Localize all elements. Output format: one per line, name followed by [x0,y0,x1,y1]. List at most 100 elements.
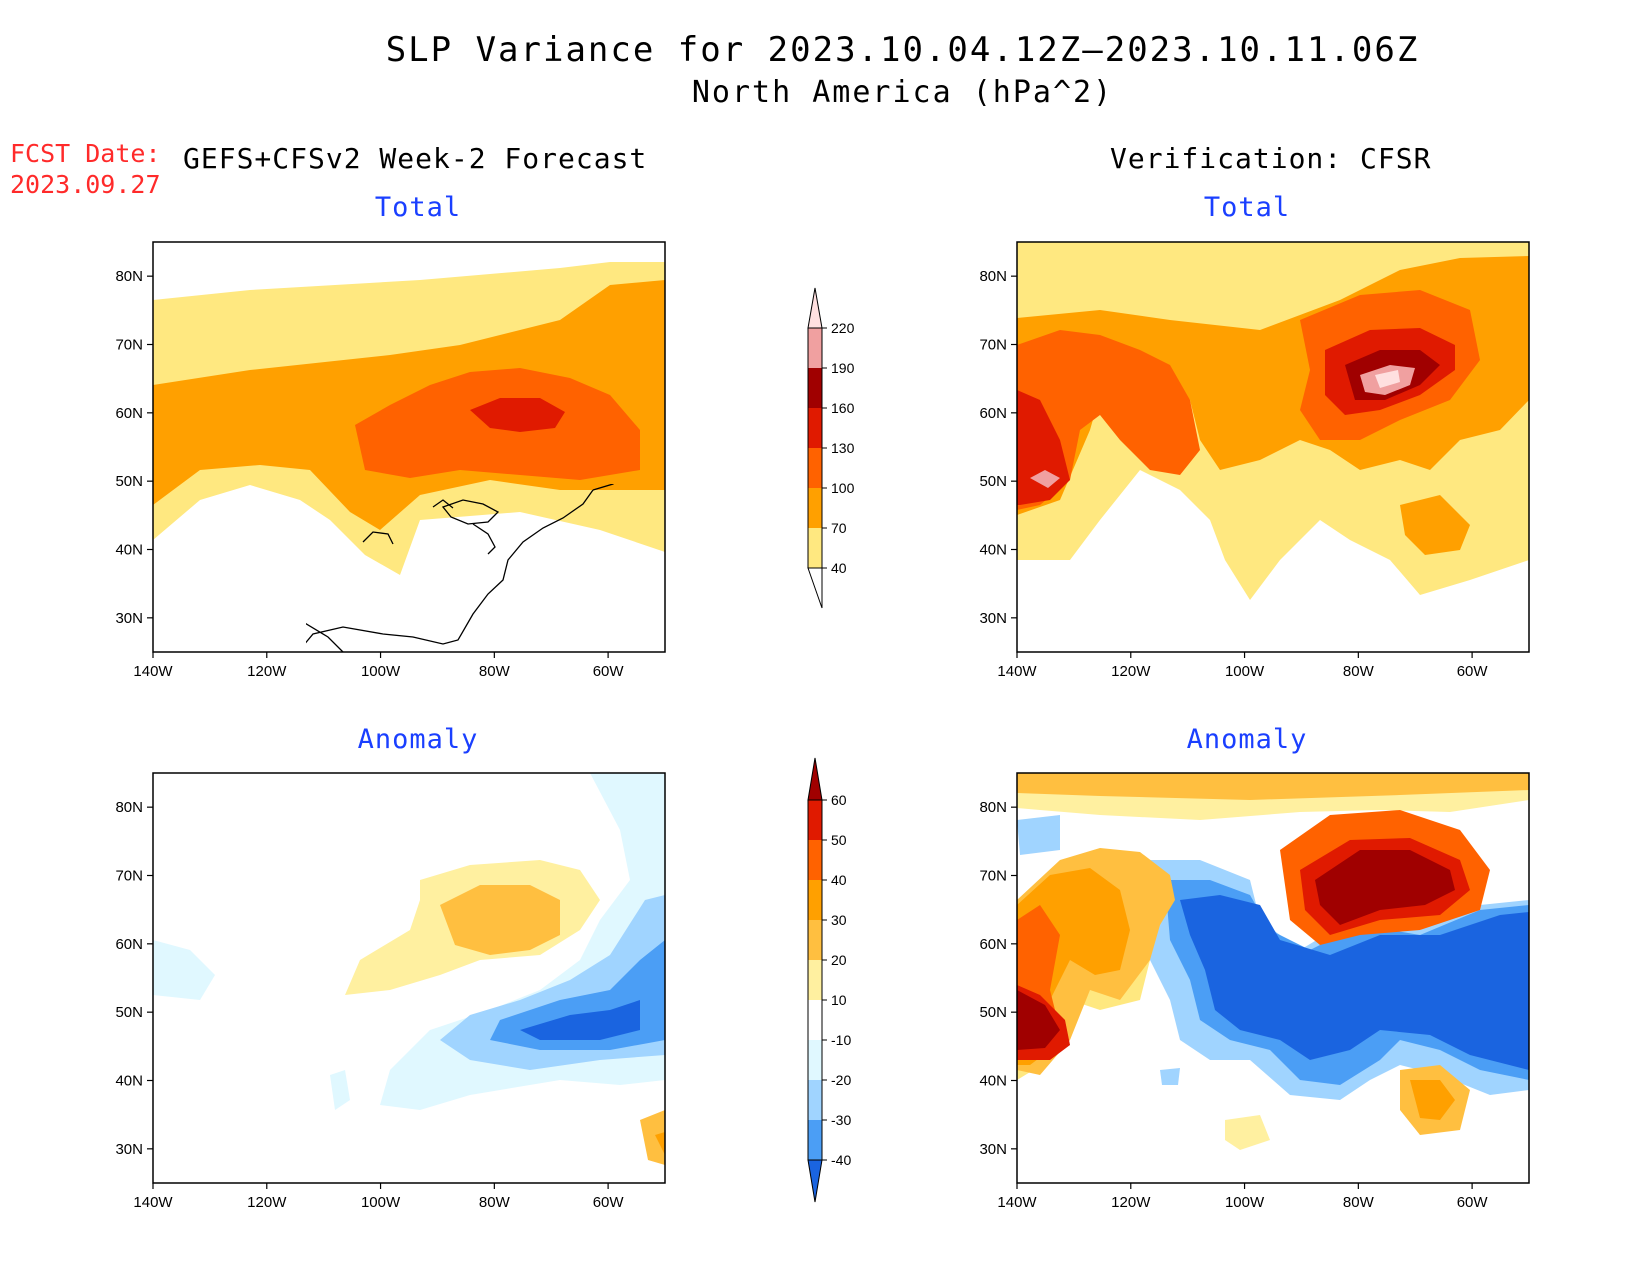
lat-tick-label: 40N [115,542,143,559]
verification-anomaly-title: Anomaly [1186,724,1308,755]
forecast-date-block: FCST Date: 2023.09.27 [10,138,161,200]
colorbar-swatch [808,800,822,840]
colorbar-level-label: 40 [831,872,847,888]
lat-tick-label: 50N [979,473,1007,490]
anomaly-colorbar: 60 50 40 30 20 10 -10 -20 -30 -40 [807,757,851,1203]
lon-tick-label: 60W [593,663,625,680]
verification-total-map [1016,241,1530,653]
lat-tick-label: 60N [979,405,1007,422]
total-colorbar: 40 70 100 130 160 190 220 [807,287,855,609]
colorbar-upper-extension [807,287,823,329]
lat-tick-label: 50N [115,1004,143,1021]
lat-tick-label: 80N [979,268,1007,285]
colorbar-level-label: -30 [831,1112,851,1128]
lon-tick-label: 100W [361,663,401,680]
colorbar-upper-extension [807,757,823,801]
colorbar-swatch [808,920,822,960]
colorbar-level-label: 70 [831,520,847,536]
lat-tick-label: 70N [115,337,143,354]
lon-tick-label: 80W [479,663,511,680]
axes-layer: 140W 120W 100W 80W 60W 80N 70N 60N 50N 40N 30N 140W… [115,268,1488,1211]
colorbar-level-label: -40 [831,1152,851,1168]
colorbar-swatch [808,328,822,368]
forecast-date-label: FCST Date: [10,139,161,168]
colorbar-level-label: 10 [831,992,847,1008]
lon-tick-label: 120W [247,663,287,680]
lon-tick-label: 100W [1225,1194,1265,1211]
lat-tick-label: 50N [979,1004,1007,1021]
lat-tick-label: 60N [979,936,1007,953]
colorbar-level-label: 60 [831,792,847,808]
lat-tick-label: 40N [979,1073,1007,1090]
lon-tick-label: 140W [133,663,173,680]
lon-tick-label: 140W [997,663,1037,680]
forecast-anomaly-map [152,772,666,1184]
lat-tick-label: 30N [115,1141,143,1158]
colorbar-swatch [808,1000,822,1040]
colorbar-level-label: 130 [831,440,855,456]
lat-tick-label: 30N [979,610,1007,627]
colorbar-swatch [808,368,822,408]
lat-tick-label: 60N [115,936,143,953]
colorbar-swatch [808,448,822,488]
chart-subtitle: North America (hPa^2) [691,75,1114,110]
colorbar-swatch [808,488,822,528]
lon-tick-label: 120W [1111,1194,1151,1211]
colorbar-lower-extension [807,567,823,609]
colorbar-swatch [808,528,822,568]
colorbar-swatch [808,1080,822,1120]
lat-tick-label: 30N [115,610,143,627]
chart-title: SLP Variance for 2023.10.04.12Z–2023.10.… [385,30,1420,70]
lon-tick-label: 60W [1457,663,1489,680]
colorbar-swatch [808,880,822,920]
lon-tick-label: 60W [1457,1194,1489,1211]
colorbar-level-label: 20 [831,952,847,968]
colorbar-lower-extension [807,1159,823,1203]
forecast-total-title: Total [374,192,462,223]
lon-tick-label: 100W [361,1194,401,1211]
colorbar-swatch [808,1040,822,1080]
verification-anomaly-map [1016,772,1530,1184]
colorbar-swatch [808,408,822,448]
lon-tick-label: 80W [1343,1194,1375,1211]
lat-tick-label: 70N [979,868,1007,885]
colorbar-frame [807,799,823,1161]
colorbar-swatch [808,1120,822,1160]
colorbar-level-label: 50 [831,832,847,848]
colorbar-level-label: -10 [831,1032,851,1048]
colorbar-level-label: -20 [831,1072,851,1088]
colorbar-level-label: 190 [831,360,855,376]
colorbar-level-label: 160 [831,400,855,416]
lon-tick-label: 120W [247,1194,287,1211]
lat-tick-label: 30N [979,1141,1007,1158]
colorbar-level-label: 220 [831,320,855,336]
lat-tick-label: 50N [115,473,143,490]
lat-tick-label: 80N [115,799,143,816]
forecast-total-map [152,241,666,653]
colorbar-level-label: 40 [831,560,847,576]
lat-tick-label: 80N [979,799,1007,816]
colorbar-level-label: 30 [831,912,847,928]
colorbar-level-label: 100 [831,480,855,496]
verification-total-title: Total [1203,192,1291,223]
lon-tick-label: 100W [1225,663,1265,680]
forecast-column-header: GEFS+CFSv2 Week-2 Forecast [183,142,648,175]
lat-tick-label: 40N [115,1073,143,1090]
lon-tick-label: 140W [133,1194,173,1211]
lat-tick-label: 80N [115,268,143,285]
colorbar-swatch [808,840,822,880]
forecast-date-value: 2023.09.27 [10,170,161,199]
verification-column-header: Verification: CFSR [1110,142,1432,175]
lat-tick-label: 70N [979,337,1007,354]
colorbar-swatch [808,960,822,1000]
lat-tick-label: 40N [979,542,1007,559]
lon-tick-label: 140W [997,1194,1037,1211]
forecast-anomaly-title: Anomaly [357,724,479,755]
lat-tick-label: 70N [115,868,143,885]
lat-tick-label: 60N [115,405,143,422]
lon-tick-label: 80W [1343,663,1375,680]
lon-tick-label: 80W [479,1194,511,1211]
lon-tick-label: 120W [1111,663,1151,680]
lon-tick-label: 60W [593,1194,625,1211]
